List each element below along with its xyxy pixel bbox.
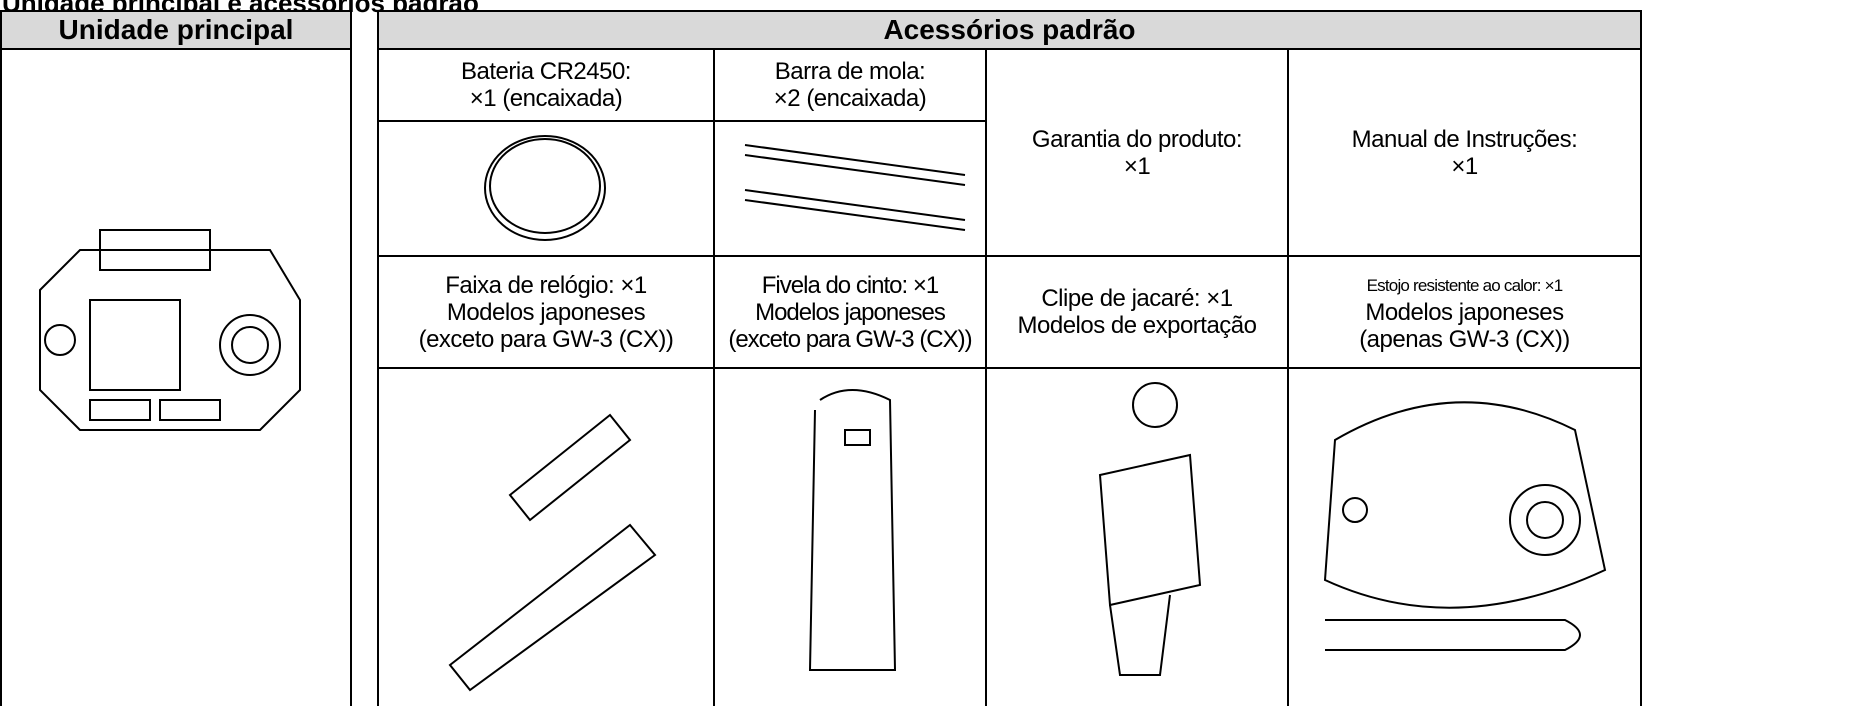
main-unit-cell [0, 48, 352, 706]
item-label: Barra de mola: ×2 (encaixada) [713, 48, 987, 122]
item-detail: Modelos japoneses [755, 298, 946, 326]
item-name: Manual de Instruções: [1351, 125, 1578, 153]
item-detail: Modelos de exportação [1017, 312, 1258, 339]
item-detail: ×1 (encaixada) [469, 85, 623, 112]
item-label: Estojo resistente ao calor: ×1 Modelos ja… [1287, 255, 1642, 369]
item-label: Clipe de jacaré: ×1 Modelos de exportação [985, 255, 1289, 369]
watch-band-illustration [448, 413, 657, 692]
accessories-header: Acessórios padrão [377, 10, 1642, 50]
item-detail: ×2 (encaixada) [773, 85, 927, 112]
item-detail: Modelos japoneses [446, 298, 646, 326]
item-label: Garantia do produto: ×1 [985, 48, 1289, 257]
item-note: (exceto para GW-3 (CX)) [418, 325, 674, 353]
image-cell [1287, 367, 1642, 706]
battery-illustration [484, 135, 606, 241]
spring-bar-illustration [744, 144, 966, 231]
item-name: Estojo resistente ao calor: ×1 [1366, 275, 1564, 295]
item-label: Fivela do cinto: ×1 Modelos japoneses (exc… [713, 255, 987, 369]
item-name: Fivela do cinto: ×1 [761, 271, 939, 299]
alligator-clip-illustration [1098, 382, 1202, 676]
item-note: (exceto para GW-3 (CX)) [728, 325, 972, 353]
item-label: Faixa de relógio: ×1 Modelos japoneses (ex… [377, 255, 715, 369]
main-unit-header: Unidade principal [0, 10, 352, 50]
item-name: Faixa de relógio: ×1 [445, 271, 647, 299]
item-detail: ×1 [1451, 152, 1478, 180]
item-name: Bateria CR2450: [461, 58, 631, 85]
case-illustration [1323, 401, 1607, 651]
item-note: (apenas GW-3 (CX)) [1359, 325, 1570, 353]
item-detail: ×1 [1123, 152, 1151, 180]
item-label: Bateria CR2450: ×1 (encaixada) [377, 48, 715, 122]
item-name: Clipe de jacaré: ×1 [1041, 285, 1233, 312]
belt-clip-illustration [808, 389, 897, 671]
item-name: Garantia do produto: [1031, 125, 1243, 153]
item-detail: Modelos japoneses [1365, 298, 1564, 326]
item-name: Barra de mola: [774, 58, 926, 85]
item-label: Manual de Instruções: ×1 [1287, 48, 1642, 257]
watch-illustration [39, 229, 301, 431]
